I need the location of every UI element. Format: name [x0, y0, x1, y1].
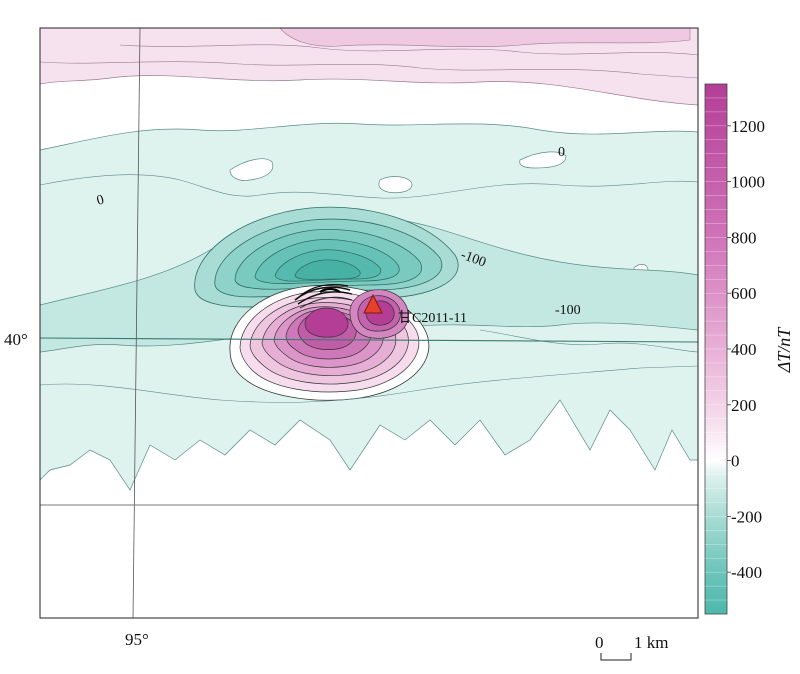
north-contour [40, 61, 698, 79]
north-positive-band [40, 28, 698, 106]
scale-bar-end: 1 km [634, 633, 668, 652]
positive-anomaly [229, 283, 430, 401]
latitude-label: 40° [4, 330, 28, 349]
contour-label-0-west: 0 [95, 193, 106, 209]
station-triangle-icon [363, 293, 383, 314]
colorbar-title: ΔT/nT [774, 326, 794, 374]
colorbar: 1200 1000 800 600 400 200 0 -200 -400 ΔT/nT [704, 83, 794, 615]
contour-label-100-east: -100 [555, 303, 581, 318]
map-frame [39, 27, 699, 619]
scale-bar-start: 0 [595, 633, 604, 652]
negative-lobe [194, 206, 459, 308]
zero-island [378, 176, 413, 194]
latitude-line [39, 337, 699, 343]
graticule [39, 27, 699, 619]
colorbar-tick-label: -200 [731, 507, 762, 526]
colorbar-tick-label: 600 [731, 284, 757, 303]
colorbar-tick-label: 800 [731, 228, 757, 247]
contour-line [40, 365, 698, 403]
colorbar-tick-label: 0 [731, 452, 740, 471]
contour-label-0-east: 0 [558, 145, 565, 160]
longitude-label: 95° [125, 630, 149, 649]
colorbar-tick-label: 1000 [731, 173, 765, 192]
north-positive-core [279, 28, 691, 47]
contour-line [479, 329, 698, 353]
colorbar-tick-label: 400 [731, 340, 757, 359]
north-contour [119, 44, 698, 56]
colorbar-tick-label: -400 [731, 563, 762, 582]
zero-island [229, 158, 274, 181]
station-marker: 甘C2011-11 [363, 293, 467, 326]
station-label: 甘C2011-11 [398, 310, 467, 326]
colorbar-tick-label: 200 [731, 396, 757, 415]
contour-line [40, 174, 698, 199]
longitude-line [132, 27, 141, 619]
colorbar-ticks: 1200 1000 800 600 400 200 0 -200 -400 [705, 97, 765, 601]
zero-island [519, 151, 567, 169]
scale-bar: 0 1 km [595, 633, 668, 661]
colorbar-tick-label: 1200 [731, 117, 765, 136]
